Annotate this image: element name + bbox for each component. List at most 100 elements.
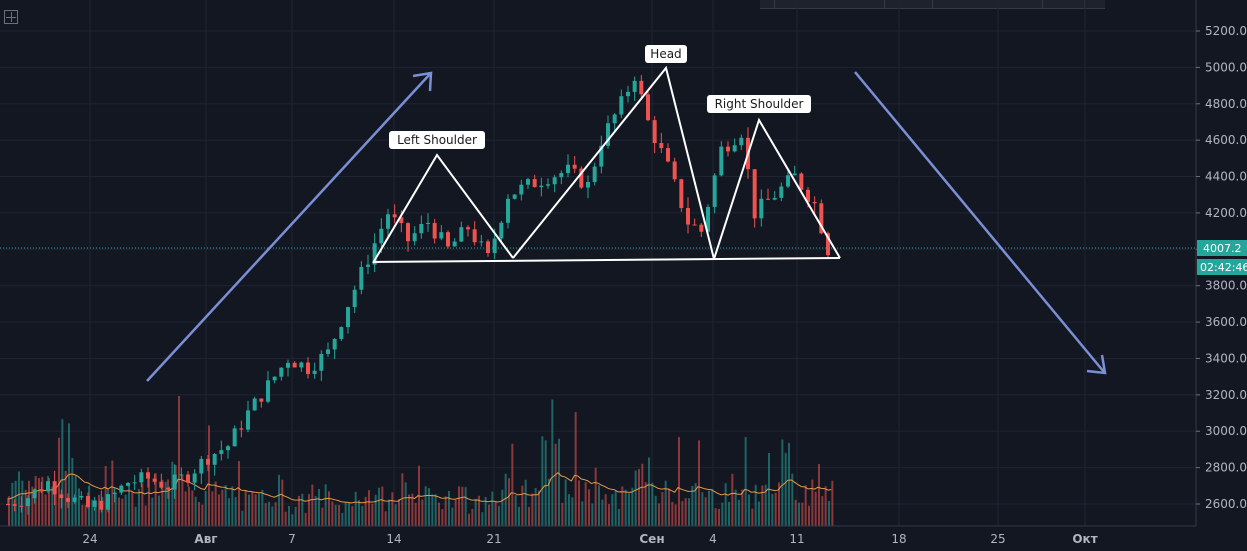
candle-body	[6, 504, 10, 505]
volume-bar	[408, 494, 410, 526]
volume-bar	[491, 491, 494, 526]
time-tick-label: 24	[82, 532, 97, 546]
volume-bar	[271, 506, 274, 526]
left-shoulder-triangle[interactable]	[372, 153, 514, 264]
candle-body	[752, 169, 757, 219]
volume-bar	[554, 443, 557, 526]
candle-body	[479, 241, 484, 243]
volume-bar	[684, 498, 687, 526]
volume-bar	[561, 502, 564, 526]
volume-bar	[528, 506, 530, 526]
volume-bar	[351, 506, 354, 526]
volume-bar	[718, 508, 720, 526]
neckline[interactable]	[372, 257, 841, 263]
volume-bar	[761, 485, 764, 526]
volume-bar	[324, 484, 327, 526]
volume-bar	[84, 504, 87, 526]
volume-bar	[548, 478, 550, 526]
candle-body	[259, 398, 264, 402]
volume-bar	[801, 502, 804, 526]
candle-body	[606, 123, 610, 146]
candle-body	[666, 148, 670, 162]
volume-bar	[758, 501, 760, 526]
price-tick-label: 4200.0	[1205, 206, 1247, 220]
candle-body	[739, 137, 744, 146]
volume-bar	[504, 473, 507, 526]
annotation-head[interactable]: Head	[645, 45, 687, 63]
volume-bar	[558, 438, 560, 526]
volume-bar	[734, 489, 737, 526]
volume-bar	[634, 470, 637, 526]
volume-bar	[394, 504, 397, 526]
price-tick-label: 3800.0	[1205, 279, 1247, 293]
price-axis[interactable]: 5200.05000.04800.04600.04400.04200.04000…	[1196, 24, 1247, 511]
volume-bars	[8, 396, 834, 526]
candle-body	[492, 238, 497, 253]
volume-bar	[594, 467, 597, 526]
candle-body	[146, 472, 150, 479]
volume-bar	[78, 488, 80, 526]
price-tick-label: 2600.0	[1205, 497, 1247, 511]
volume-bar	[451, 507, 454, 526]
candle-body	[799, 173, 804, 190]
volume-bar	[234, 497, 237, 526]
volume-bar	[131, 491, 134, 526]
volume-bar	[51, 486, 54, 526]
head-triangle[interactable]	[512, 65, 715, 260]
uptrend-arrow[interactable]	[146, 71, 433, 382]
time-axis[interactable]: 24 Авг 7 14 21 Сен 4 11 18 25 Окт	[82, 532, 1097, 546]
volume-bar	[471, 508, 474, 526]
volume-bar	[368, 490, 370, 526]
candle-body	[566, 164, 570, 174]
volume-bar	[281, 479, 284, 526]
volume-bar	[604, 494, 607, 526]
volume-bar	[551, 399, 554, 526]
volume-bar	[341, 512, 344, 526]
volume-bar	[224, 485, 227, 526]
volume-bar	[574, 412, 577, 526]
volume-bar	[188, 486, 190, 526]
volume-bar	[788, 442, 790, 526]
right-shoulder-triangle[interactable]	[713, 117, 841, 260]
volume-bar	[288, 505, 290, 526]
candle-body	[326, 349, 330, 354]
volume-bar	[91, 499, 94, 526]
volume-bar	[591, 503, 594, 526]
downtrend-arrow[interactable]	[854, 71, 1107, 375]
candle-body	[106, 494, 110, 510]
volume-bar	[344, 502, 347, 526]
volume-bar	[191, 490, 194, 526]
volume-bar	[21, 480, 24, 526]
candle-body	[39, 489, 44, 492]
candle-body	[86, 496, 90, 507]
volume-bar	[431, 494, 434, 526]
volume-bar	[578, 480, 580, 526]
candle-body	[306, 362, 310, 374]
candle-body	[319, 353, 324, 371]
price-tick-label: 3400.0	[1205, 351, 1247, 365]
volume-bar	[381, 486, 384, 526]
candle-body	[286, 362, 290, 368]
volume-bar	[311, 484, 314, 526]
candle-body	[379, 228, 384, 244]
volume-bar	[41, 476, 44, 526]
fullscreen-toggle-icon[interactable]	[4, 10, 18, 24]
volume-bar	[268, 501, 270, 526]
volume-bar	[704, 497, 707, 526]
candle-body	[552, 177, 557, 185]
volume-bar	[671, 501, 674, 526]
volume-bar	[101, 496, 104, 526]
candle-body	[312, 370, 317, 374]
volume-bar	[681, 501, 684, 526]
volume-bar	[481, 512, 484, 526]
volume-bar	[361, 506, 364, 526]
time-tick-label: 11	[789, 532, 804, 546]
volume-bar	[674, 504, 677, 526]
head-and-shoulders-drawing[interactable]	[372, 65, 841, 264]
annotation-right-shoulder[interactable]: Right Shoulder	[707, 95, 811, 113]
candle-body	[506, 198, 510, 223]
volume-bar	[784, 452, 787, 526]
price-tick-label: 4400.0	[1205, 170, 1247, 184]
annotation-left-shoulder[interactable]: Left Shoulder	[389, 131, 485, 149]
